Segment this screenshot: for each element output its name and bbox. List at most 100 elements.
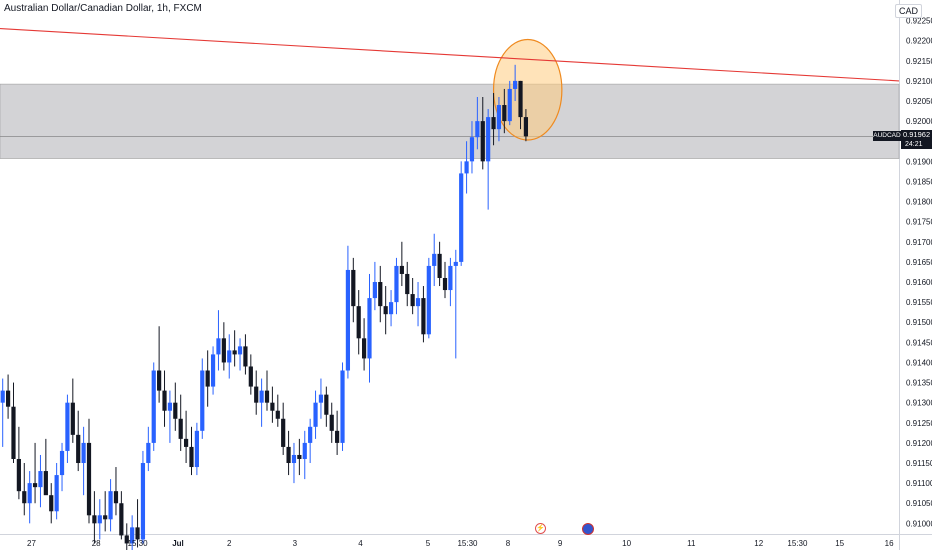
time-tick-label: 10 bbox=[622, 539, 631, 548]
candle-body bbox=[146, 442, 151, 464]
candle-body bbox=[410, 294, 415, 307]
candle-body bbox=[81, 442, 86, 464]
candle-body bbox=[22, 491, 27, 504]
candle-body bbox=[372, 282, 377, 299]
candle-body bbox=[356, 306, 361, 339]
candle-body bbox=[405, 273, 410, 295]
candle-body bbox=[297, 454, 302, 459]
symbol-title[interactable]: Australian Dollar/Canadian Dollar, 1h, F… bbox=[4, 3, 202, 14]
candle-body bbox=[459, 173, 464, 262]
candle-body bbox=[27, 483, 32, 504]
flash-event-icon[interactable]: ⚡ bbox=[535, 523, 546, 534]
candle-body bbox=[270, 402, 275, 411]
candle-body bbox=[491, 117, 496, 130]
candle-body bbox=[302, 442, 307, 459]
candle-body bbox=[151, 370, 156, 443]
candle-body bbox=[432, 253, 437, 266]
candle-body bbox=[318, 394, 324, 403]
candle-body bbox=[394, 265, 399, 303]
flag-event-icon[interactable] bbox=[582, 523, 594, 535]
currency-label[interactable]: CAD bbox=[894, 4, 922, 18]
time-tick-label: 4 bbox=[358, 539, 363, 548]
candle-body bbox=[496, 105, 502, 130]
time-tick-label: 15:30 bbox=[128, 539, 149, 548]
candle-body bbox=[388, 302, 394, 315]
candle-body bbox=[383, 306, 388, 315]
time-tick-label: 2 bbox=[227, 539, 232, 548]
candle-body bbox=[275, 410, 280, 419]
candle-body bbox=[227, 350, 232, 363]
price-tick-label: 0.91150 bbox=[906, 459, 932, 468]
candle-body bbox=[97, 515, 102, 524]
symbol-price-tag: AUDCAD bbox=[873, 131, 901, 141]
candle-body bbox=[210, 354, 216, 387]
candle-body bbox=[437, 253, 442, 278]
candle-body bbox=[43, 471, 48, 496]
candle-body bbox=[140, 463, 146, 540]
time-tick-label: 28 bbox=[92, 539, 101, 548]
candle-body bbox=[281, 418, 286, 447]
price-axis bbox=[900, 0, 932, 550]
candle-body bbox=[324, 394, 329, 415]
candle-body bbox=[113, 491, 119, 504]
candle-body bbox=[264, 390, 270, 403]
time-tick-label: 15:30 bbox=[457, 539, 478, 548]
candle-body bbox=[345, 269, 351, 371]
candle-body bbox=[448, 265, 453, 291]
candle-body bbox=[194, 430, 199, 468]
candle-body bbox=[76, 434, 81, 464]
time-tick-label: 12 bbox=[754, 539, 763, 548]
candle-body bbox=[167, 402, 173, 411]
candle-body bbox=[286, 446, 291, 464]
time-tick-label: 8 bbox=[506, 539, 511, 548]
candle-body bbox=[232, 350, 237, 355]
candle-body bbox=[243, 346, 248, 367]
time-tick-label: Jul bbox=[172, 539, 184, 548]
resistance-trendline bbox=[0, 28, 900, 82]
candle-body bbox=[178, 418, 183, 439]
candle-body bbox=[475, 121, 480, 138]
candle-body bbox=[54, 475, 59, 512]
candle-body bbox=[313, 402, 318, 427]
candle-body bbox=[157, 370, 162, 391]
candle-body bbox=[16, 458, 21, 492]
supply-zone bbox=[0, 83, 900, 159]
candle-body bbox=[415, 298, 421, 307]
time-tick-label: 5 bbox=[426, 539, 431, 548]
candle-body bbox=[507, 88, 512, 122]
candle-body bbox=[329, 414, 334, 431]
candle-body bbox=[189, 446, 194, 468]
candle-body bbox=[92, 515, 97, 524]
candle-body bbox=[248, 366, 253, 387]
candle-body bbox=[130, 527, 135, 544]
candle-body bbox=[162, 390, 167, 411]
candle-body bbox=[108, 491, 113, 520]
candle-body bbox=[399, 265, 404, 274]
candle-body bbox=[518, 80, 523, 118]
candle-body bbox=[367, 298, 372, 359]
candle-body bbox=[513, 80, 518, 89]
candle-body bbox=[453, 261, 458, 266]
candle-body bbox=[65, 402, 70, 451]
candle-body bbox=[124, 535, 129, 544]
candle-body bbox=[254, 386, 259, 403]
time-tick-label: 16 bbox=[885, 539, 894, 548]
time-tick-label: 11 bbox=[687, 539, 696, 548]
candle-body bbox=[200, 370, 205, 431]
